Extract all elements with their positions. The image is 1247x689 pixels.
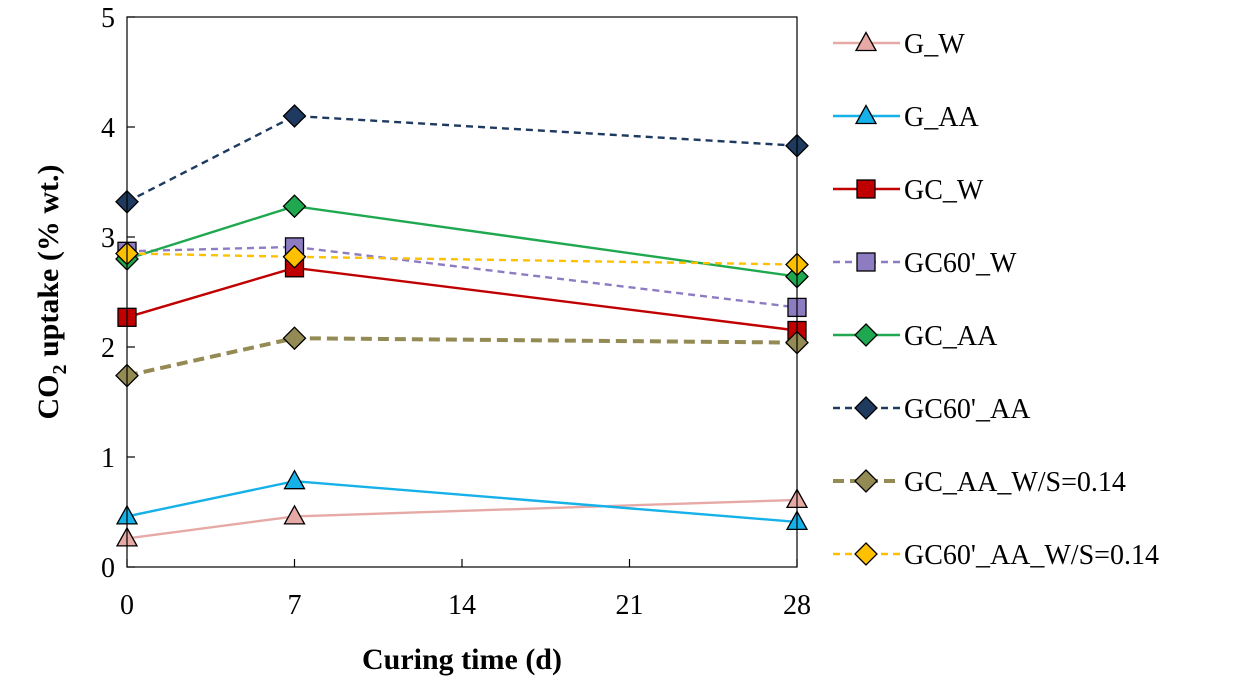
y-axis-title-subscript: 2 — [49, 365, 71, 375]
legend-item-gc60-w: GC60'_W — [833, 248, 1017, 279]
series-gc60-aa — [115, 104, 809, 214]
series-line-gc-w — [126, 266, 798, 332]
series-line-gc60-aa — [126, 114, 798, 203]
legend-item-gc-aa-w-s-0-14: GC_AA_W/S=0.14 — [833, 467, 1126, 498]
series-line-g-aa — [126, 479, 798, 524]
data-point-gc60-aa — [282, 104, 307, 128]
y-tick-label: 1 — [101, 443, 115, 474]
data-point-gc-aa-w-s-0-14 — [282, 326, 307, 351]
series-gc60-aa-w-s-0-14 — [115, 241, 809, 277]
plot-area — [115, 104, 809, 547]
legend-swatch-marker — [856, 252, 876, 272]
y-tick-label: 3 — [101, 223, 115, 254]
legend-label: G_AA — [904, 102, 979, 133]
data-point-g-aa — [283, 469, 306, 490]
legend-label: GC60'_W — [904, 248, 1017, 279]
x-tick-label: 0 — [120, 590, 134, 621]
legend: G_W G_AA GC_W GC60'_W GC_AA GC60'_AA GC_AA_W/S… — [833, 29, 1159, 571]
legend-swatch-marker — [856, 179, 876, 199]
x-tick-label: 14 — [448, 590, 476, 621]
legend-label: GC_AA — [904, 321, 998, 352]
y-tick-label: 5 — [101, 3, 115, 34]
x-tick-label: 28 — [783, 590, 811, 621]
data-point-gc60-aa-w-s-0-14 — [282, 244, 307, 269]
x-tick-label: 21 — [616, 590, 644, 621]
legend-item-gc-aa: GC_AA — [833, 321, 998, 352]
series-line-gc60-w — [126, 245, 798, 309]
data-point-gc-aa — [282, 194, 307, 219]
x-axis-title: Curing time (d) — [362, 643, 562, 676]
series-g-aa — [115, 469, 809, 531]
series-line-gc60-aa-w-s-0-14 — [126, 252, 798, 266]
series-gc-aa-w-s-0-14 — [115, 326, 809, 388]
legend-item-gc-w: GC_W — [833, 175, 984, 206]
y-axis-title-prefix: CO — [32, 375, 65, 420]
legend-swatch-marker — [854, 31, 878, 52]
legend-item-gc60-aa: GC60'_AA — [833, 394, 1031, 425]
series-gc-w — [117, 258, 807, 341]
series-gc-aa — [115, 194, 809, 289]
plot-frame — [126, 16, 798, 568]
data-point-g-w — [283, 504, 306, 525]
legend-item-gc60-aa-w-s-0-14: GC60'_AA_W/S=0.14 — [833, 540, 1159, 571]
y-axis-title: CO2 uptake (% wt.) — [32, 165, 71, 420]
legend-swatch-marker — [854, 104, 878, 125]
legend-swatch-marker — [854, 542, 878, 566]
legend-label: GC_AA_W/S=0.14 — [904, 467, 1126, 498]
axes: Curing time (d) CO2 uptake (% wt.) 01234… — [32, 3, 811, 676]
legend-item-g-w: G_W — [833, 29, 965, 60]
x-tick-label: 7 — [288, 590, 302, 621]
series-line-g-w — [126, 498, 798, 540]
legend-label: GC_W — [904, 175, 984, 206]
series-line-gc-aa-w-s-0-14 — [126, 336, 798, 378]
legend-item-g-aa: G_AA — [833, 102, 979, 133]
legend-swatch-marker — [854, 323, 878, 347]
legend-label: GC60'_AA — [904, 394, 1031, 425]
y-axis-title-suffix: uptake (% wt.) — [32, 165, 65, 365]
y-tick-label: 0 — [101, 553, 115, 584]
series-gc60-w — [117, 237, 807, 318]
legend-swatch-marker — [854, 396, 878, 420]
y-tick-label: 2 — [101, 333, 115, 364]
legend-label: G_W — [904, 29, 965, 60]
legend-label: GC60'_AA_W/S=0.14 — [904, 540, 1159, 571]
y-tick-label: 4 — [101, 113, 115, 144]
legend-swatch-marker — [854, 469, 878, 493]
